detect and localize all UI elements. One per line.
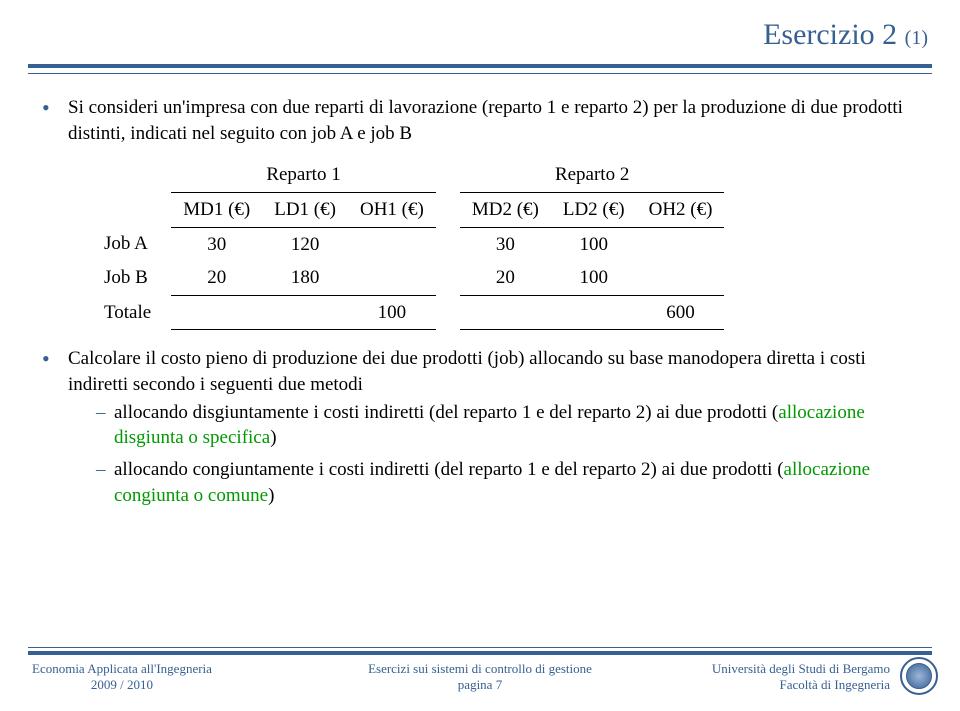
table-corner2 [92,192,171,227]
cell: 100 [551,227,637,261]
col-h-5: LD2 (€) [551,192,637,227]
footer-right-2: Facoltà di Ingegneria [712,677,890,693]
cell: 20 [460,261,551,295]
cell: 100 [348,295,436,330]
slide-title: Esercizio 2 (1) [763,18,928,52]
cell [262,295,348,330]
title-sub: (1) [905,27,928,49]
row-a-label: Job A [92,227,171,261]
footer-right-1: Università degli Studi di Bergamo [712,661,890,677]
cell [348,261,436,295]
group-header-1: Reparto 1 [171,158,436,192]
sub-bullet-2: allocando congiuntamente i costi indiret… [96,457,918,508]
col-h-2: LD1 (€) [262,192,348,227]
cell [460,295,551,330]
cell [348,227,436,261]
table-gap [436,158,460,192]
col-h-3: OH1 (€) [348,192,436,227]
col-h-6: OH2 (€) [637,192,725,227]
sub-1-pre: allocando disgiuntamente i costi indiret… [114,402,778,423]
bullet-2-text: Calcolare il costo pieno di produzione d… [68,348,866,395]
sub-2-pre: allocando congiuntamente i costi indiret… [114,459,784,480]
table-row: Job A 30 120 30 100 [92,227,724,261]
col-h-1: MD1 (€) [171,192,262,227]
table-row: Job B 20 180 20 100 [92,261,724,295]
cell [171,295,262,330]
cell: 180 [262,261,348,295]
cell [551,295,637,330]
title-main: Esercizio 2 [763,18,905,51]
sublist: allocando disgiuntamente i costi indiret… [68,400,918,509]
footer-right: Università degli Studi di Bergamo Facolt… [712,661,890,694]
table-gap [436,192,460,227]
cell: 120 [262,227,348,261]
slide: Esercizio 2 (1) Si consideri un'impresa … [0,0,960,711]
header-rule [28,64,932,74]
bullet-1-text: Si consideri un'impresa con due reparti … [68,97,903,144]
cell [637,261,725,295]
data-table: Reparto 1 Reparto 2 MD1 (€) LD1 (€) OH1 … [92,158,724,330]
cell: 100 [551,261,637,295]
cell: 20 [171,261,262,295]
row-b-label: Job B [92,261,171,295]
bullet-2: Calcolare il costo pieno di produzione d… [42,346,918,508]
table-gap [436,261,460,295]
bullet-1: Si consideri un'impresa con due reparti … [42,95,918,330]
content-area: Si consideri un'impresa con due reparti … [42,95,918,522]
cell: 30 [171,227,262,261]
table-group-row: Reparto 1 Reparto 2 [92,158,724,192]
footer: Economia Applicata all'Ingegneria 2009 /… [0,647,960,711]
cell [637,227,725,261]
col-h-4: MD2 (€) [460,192,551,227]
cell: 30 [460,227,551,261]
table-corner [92,158,171,192]
table-row: Totale 100 600 [92,295,724,330]
group-header-2: Reparto 2 [460,158,725,192]
sub-2-post: ) [268,485,274,506]
row-t-label: Totale [92,295,171,330]
footer-rule [28,647,932,657]
table-gap [436,295,460,330]
table-gap [436,227,460,261]
table-col-row: MD1 (€) LD1 (€) OH1 (€) MD2 (€) LD2 (€) … [92,192,724,227]
sub-bullet-1: allocando disgiuntamente i costi indiret… [96,400,918,451]
university-logo-icon [900,657,938,695]
bullet-list: Si consideri un'impresa con due reparti … [42,95,918,508]
sub-1-post: ) [270,427,276,448]
cell: 600 [637,295,725,330]
